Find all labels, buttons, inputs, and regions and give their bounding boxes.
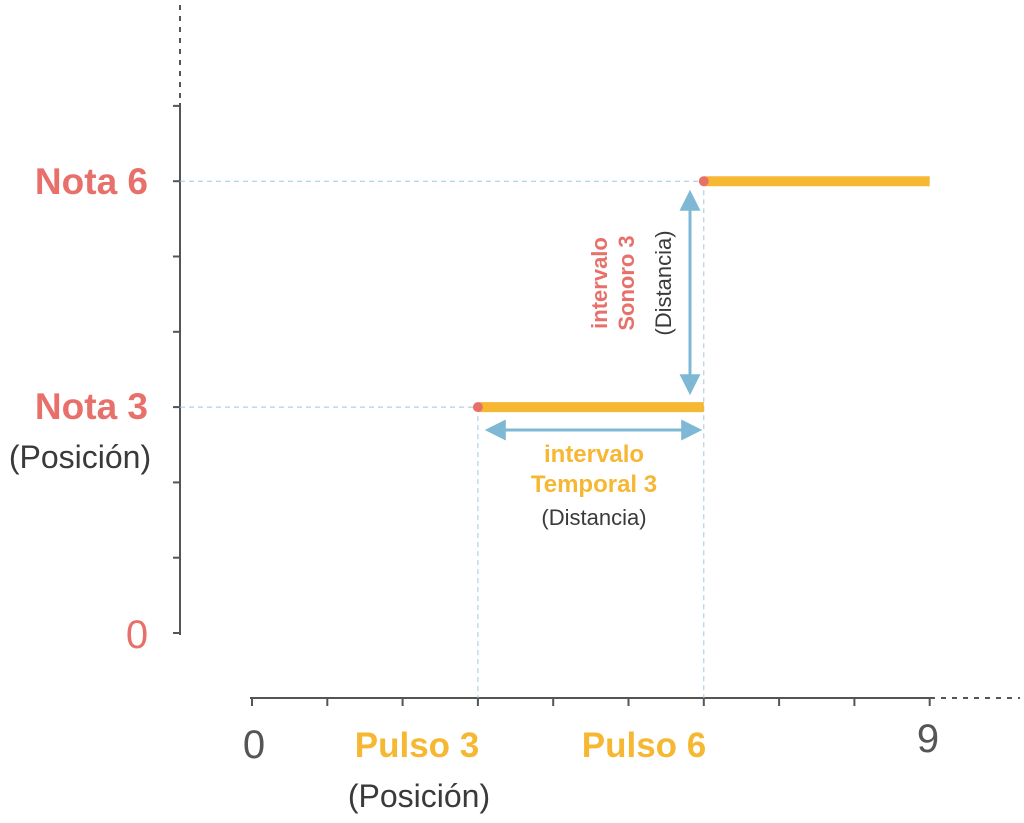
y-axis-ticks (173, 104, 180, 634)
x-label-zero: 0 (243, 723, 265, 767)
temporal-label-line3: (Distancia) (541, 505, 646, 530)
sonoro-label-line2: Sonoro 3 (614, 235, 639, 330)
y-label-zero: 0 (126, 613, 148, 657)
note-start-dot-0 (472, 402, 483, 413)
temporal-label-line1: intervalo (544, 441, 644, 468)
x-sublabel-posicion: (Posición) (348, 778, 490, 814)
x-label-pulso-6: Pulso 6 (582, 726, 706, 765)
temporal-label-line2: Temporal 3 (531, 471, 657, 498)
x-label-pulso-3: Pulso 3 (355, 726, 479, 765)
note-start-dot-1 (698, 176, 709, 187)
x-label-nine: 9 (917, 717, 939, 761)
sonoro-label-line3: (Distancia) (651, 230, 676, 335)
guide-lines (180, 180, 705, 698)
y-label-nota-6: Nota 6 (35, 161, 148, 202)
sonoro-label-line1: intervalo (587, 237, 612, 329)
y-sublabel-posicion: (Posición) (9, 439, 151, 475)
x-axis-ticks (251, 698, 931, 706)
note-segments (472, 176, 930, 413)
y-label-nota-3: Nota 3 (35, 386, 148, 427)
